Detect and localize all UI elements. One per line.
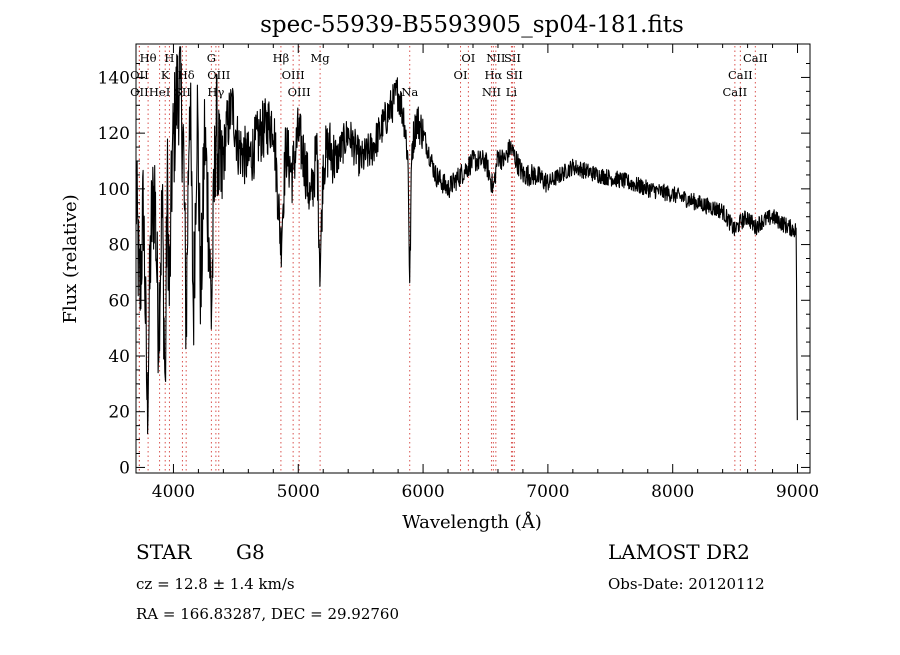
x-tick-label-0: 4000: [152, 482, 195, 502]
y-tick-label-5: 100: [98, 180, 130, 200]
x-tick-label-4: 8000: [651, 482, 694, 502]
class-label: STAR: [136, 540, 192, 564]
line-marker-label-13: OIII: [288, 85, 311, 99]
line-marker-label-22: SII: [506, 68, 523, 82]
survey-label: LAMOST DR2: [608, 540, 750, 564]
subclass-label: G8: [236, 540, 265, 564]
line-marker-label-24: CaII: [743, 51, 768, 65]
y-tick-label-1: 20: [108, 403, 130, 423]
plot-frame: [135, 43, 811, 474]
spectrum-series: [135, 46, 798, 435]
line-marker-label-2: OII: [130, 85, 149, 99]
x-tick-label-5: 9000: [776, 482, 819, 502]
line-marker-label-14: Mg: [311, 51, 331, 65]
y-axis-label: Flux (relative): [60, 194, 81, 323]
line-marker-label-15: Na: [401, 85, 418, 99]
y-tick-label-7: 140: [98, 68, 130, 88]
line-marker-label-18: NII: [486, 51, 505, 65]
cz-text: cz = 12.8 ± 1.4 km/s: [136, 575, 295, 593]
coords-text: RA = 166.83287, DEC = 29.92760: [136, 605, 399, 623]
y-tick-label-0: 0: [119, 458, 130, 478]
y-tick-label-2: 40: [108, 347, 130, 367]
line-marker-label-3: H: [164, 51, 174, 65]
y-tick-label-3: 60: [108, 291, 130, 311]
spectrum-line-0: [135, 46, 798, 435]
x-tick-label-1: 5000: [277, 482, 320, 502]
line-marker-label-16: OI: [454, 68, 468, 82]
line-marker-label-9: OIII: [207, 68, 230, 82]
line-marker-label-7: Hδ: [178, 68, 195, 82]
line-marker-label-4: K: [161, 68, 170, 82]
line-marker-label-12: OIII: [282, 68, 305, 82]
line-marker-label-17: OI: [461, 51, 475, 65]
line-marker-label-1: OII: [130, 68, 149, 82]
x-axis-label: Wavelength (Å): [402, 511, 542, 533]
obs-date-text: Obs-Date: 20120112: [608, 575, 765, 593]
line-marker-label-5: HeI: [149, 85, 170, 99]
line-marker-label-20: NII: [482, 85, 501, 99]
line-marker-label-19: Hα: [484, 68, 502, 82]
line-marker-label-26: CaII: [722, 85, 747, 99]
line-marker-label-8: G: [207, 51, 216, 65]
x-tick-label-3: 7000: [526, 482, 569, 502]
y-tick-label-6: 120: [98, 124, 130, 144]
line-marker-label-0: Hθ: [140, 51, 157, 65]
line-marker-label-23: Li: [506, 85, 518, 99]
line-marker-label-11: Hβ: [273, 51, 290, 65]
x-tick-label-2: 6000: [401, 482, 444, 502]
y-tick-label-4: 80: [108, 236, 130, 256]
axis-ticks: 4000 5000 6000 7000 8000 9000 0 20 40 60 80 100 120 1…: [98, 44, 819, 502]
line-marker-label-21: SII: [504, 51, 521, 65]
chart-title: spec-55939-B5593905_sp04-181.fits: [260, 12, 684, 38]
line-marker-label-25: CaII: [728, 68, 753, 82]
